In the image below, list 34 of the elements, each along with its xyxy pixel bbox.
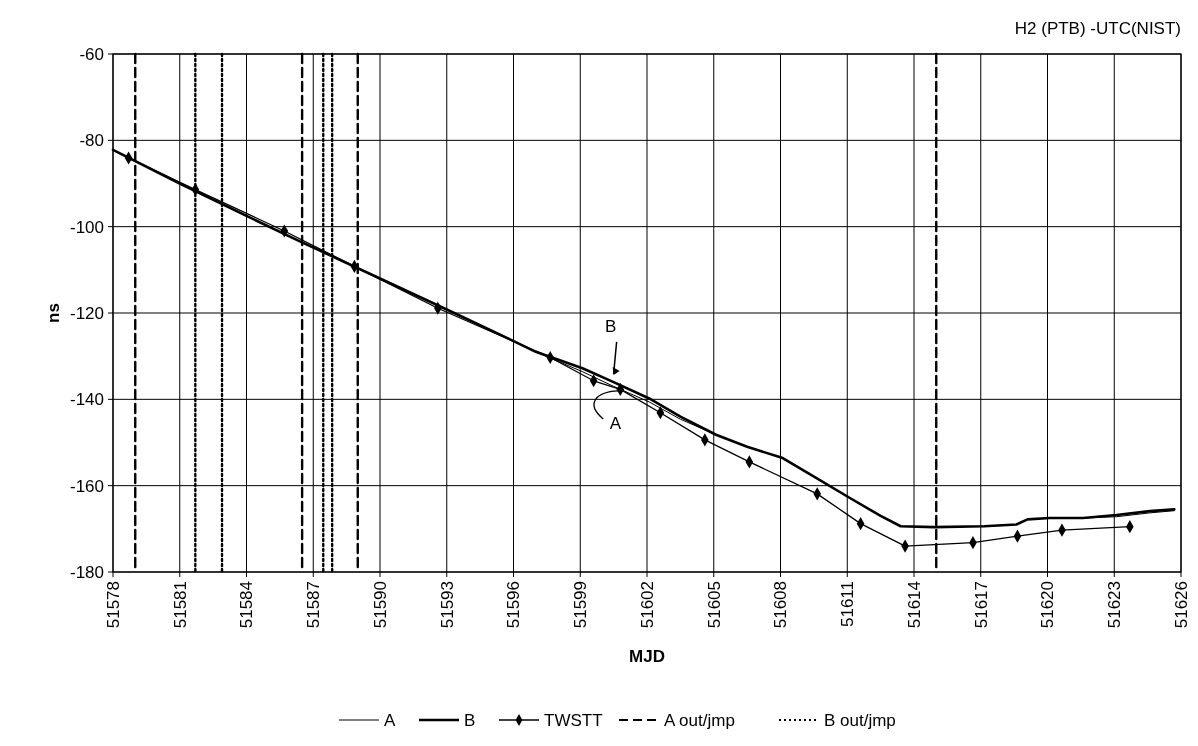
x-tick-label: 51593 xyxy=(437,581,457,629)
x-tick-label: 51608 xyxy=(771,581,791,629)
x-tick-label: 51605 xyxy=(704,581,724,629)
y-tick-label: -60 xyxy=(79,44,104,64)
x-tick-label: 51587 xyxy=(304,581,324,629)
y-tick-label: -140 xyxy=(69,390,104,410)
legend-label: B xyxy=(464,710,476,730)
x-tick-label: 51626 xyxy=(1171,581,1191,629)
x-tick-label: 51617 xyxy=(971,581,991,629)
x-tick-label: 51611 xyxy=(838,581,858,628)
annotation: B xyxy=(604,316,617,336)
y-tick-label: -160 xyxy=(69,476,104,496)
x-tick-label: 51623 xyxy=(1105,581,1125,629)
y-tick-label: -80 xyxy=(79,131,104,151)
x-tick-label: 51578 xyxy=(103,581,123,629)
x-tick-label: 51581 xyxy=(170,581,190,629)
legend-label: B out/jmp xyxy=(824,710,896,730)
x-tick-label: 51620 xyxy=(1038,581,1058,629)
x-axis-title: MJD xyxy=(629,647,665,666)
y-axis-title: ns xyxy=(43,303,63,323)
x-tick-label: 51602 xyxy=(637,581,657,629)
x-tick-label: 51584 xyxy=(237,581,257,629)
y-tick-label: -180 xyxy=(69,562,104,582)
annotation: A xyxy=(609,413,622,433)
x-tick-label: 51599 xyxy=(571,581,591,629)
chart-title: H2 (PTB) -UTC(NIST) xyxy=(1014,19,1181,38)
legend-label: A xyxy=(384,710,396,730)
x-tick-label: 51596 xyxy=(504,581,524,629)
legend-label: TWSTT xyxy=(544,710,603,730)
y-tick-label: -120 xyxy=(69,303,104,323)
x-tick-label: 51590 xyxy=(370,581,390,629)
x-tick-label: 51614 xyxy=(904,581,924,629)
legend-label: A out/jmp xyxy=(664,710,735,730)
y-tick-label: -100 xyxy=(69,217,104,237)
